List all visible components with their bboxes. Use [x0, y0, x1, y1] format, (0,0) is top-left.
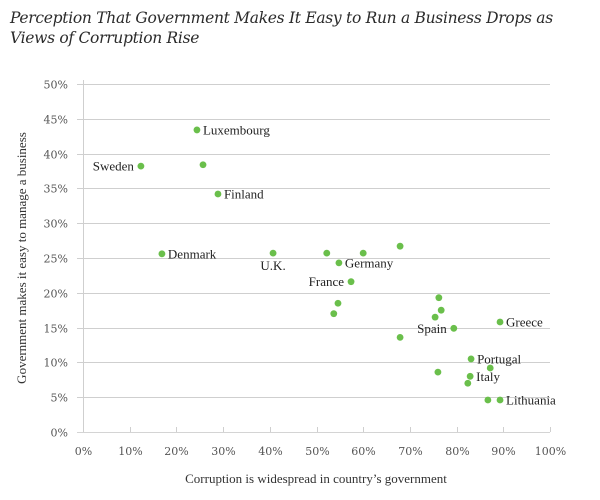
point-label-spain: Spain	[417, 321, 447, 336]
x-tick-label: 40%	[258, 445, 282, 458]
data-point	[323, 249, 331, 257]
x-tick-label: 90%	[491, 445, 515, 458]
data-point	[434, 368, 442, 376]
point-label-lithuania: Lithuania	[506, 392, 556, 407]
y-tick-label: 30%	[44, 218, 68, 231]
y-tick-label: 40%	[44, 149, 68, 162]
data-point	[199, 161, 207, 169]
point-label-portugal: Portugal	[477, 351, 521, 366]
y-tick-label: 0%	[51, 427, 68, 440]
y-tick-label: 45%	[44, 114, 68, 127]
data-point-germany	[335, 259, 343, 267]
data-point-denmark	[158, 250, 166, 258]
data-point-france	[347, 278, 355, 286]
point-label-france: France	[309, 274, 345, 289]
data-point	[435, 294, 443, 302]
y-tick-labels: 0% 5% 10% 15% 20% 25% 30% 35% 40% 45% 50%	[44, 79, 68, 440]
gridlines	[77, 84, 550, 433]
x-axis-title: Corruption is widespread in country’s go…	[185, 471, 447, 486]
y-tick-label: 20%	[44, 288, 68, 301]
axes	[83, 80, 551, 432]
chart-title: Perception That Government Makes It Easy…	[10, 9, 553, 47]
data-point	[359, 249, 367, 257]
data-point-spain	[450, 324, 458, 332]
point-label-germany: Germany	[345, 255, 394, 270]
y-tick-label: 15%	[44, 323, 68, 336]
point-label-finland: Finland	[224, 186, 264, 201]
data-point-portugal	[467, 355, 475, 363]
point-labels: Luxembourg Sweden Finland Denmark U.K. German…	[93, 122, 556, 407]
data-point	[396, 333, 404, 341]
data-point	[396, 242, 404, 250]
data-point	[437, 306, 445, 314]
y-axis-title: Government makes it easy to manage a bus…	[14, 132, 29, 384]
y-tick-label: 5%	[51, 392, 68, 405]
x-tick-label: 10%	[118, 445, 142, 458]
data-point	[464, 379, 472, 387]
x-tick-label: 20%	[164, 445, 188, 458]
data-point	[334, 299, 342, 307]
x-tick-label: 50%	[305, 445, 329, 458]
data-point-luxembourg	[193, 126, 201, 134]
point-label-luxembourg: Luxembourg	[203, 122, 270, 137]
point-label-italy: Italy	[476, 369, 500, 384]
x-tick-label: 70%	[398, 445, 422, 458]
data-point-greece	[496, 318, 504, 326]
data-point	[330, 310, 338, 318]
y-tick-label: 10%	[44, 357, 68, 370]
point-label-denmark: Denmark	[168, 246, 217, 261]
x-tick-label: 60%	[351, 445, 375, 458]
x-tick-label: 100%	[535, 445, 566, 458]
y-tick-label: 35%	[44, 183, 68, 196]
y-tick-label: 25%	[44, 253, 68, 266]
x-tick-label: 80%	[445, 445, 469, 458]
data-point	[431, 313, 439, 321]
point-label-greece: Greece	[506, 315, 543, 330]
data-point	[486, 364, 494, 372]
data-point-lithuania	[496, 396, 504, 404]
x-tick-label: 0%	[75, 445, 92, 458]
point-label-uk: U.K.	[260, 258, 285, 273]
data-point-sweden	[137, 162, 145, 170]
x-tick-labels: 0% 10% 20% 30% 40% 50% 60% 70% 80% 90% 100%	[75, 445, 566, 458]
data-point-finland	[214, 190, 222, 198]
data-point-italy	[466, 372, 474, 380]
data-points	[137, 126, 504, 404]
data-point	[484, 396, 492, 404]
point-label-sweden: Sweden	[93, 159, 135, 174]
x-tick-label: 30%	[211, 445, 235, 458]
y-tick-label: 50%	[44, 79, 68, 92]
data-point-uk	[269, 249, 277, 257]
